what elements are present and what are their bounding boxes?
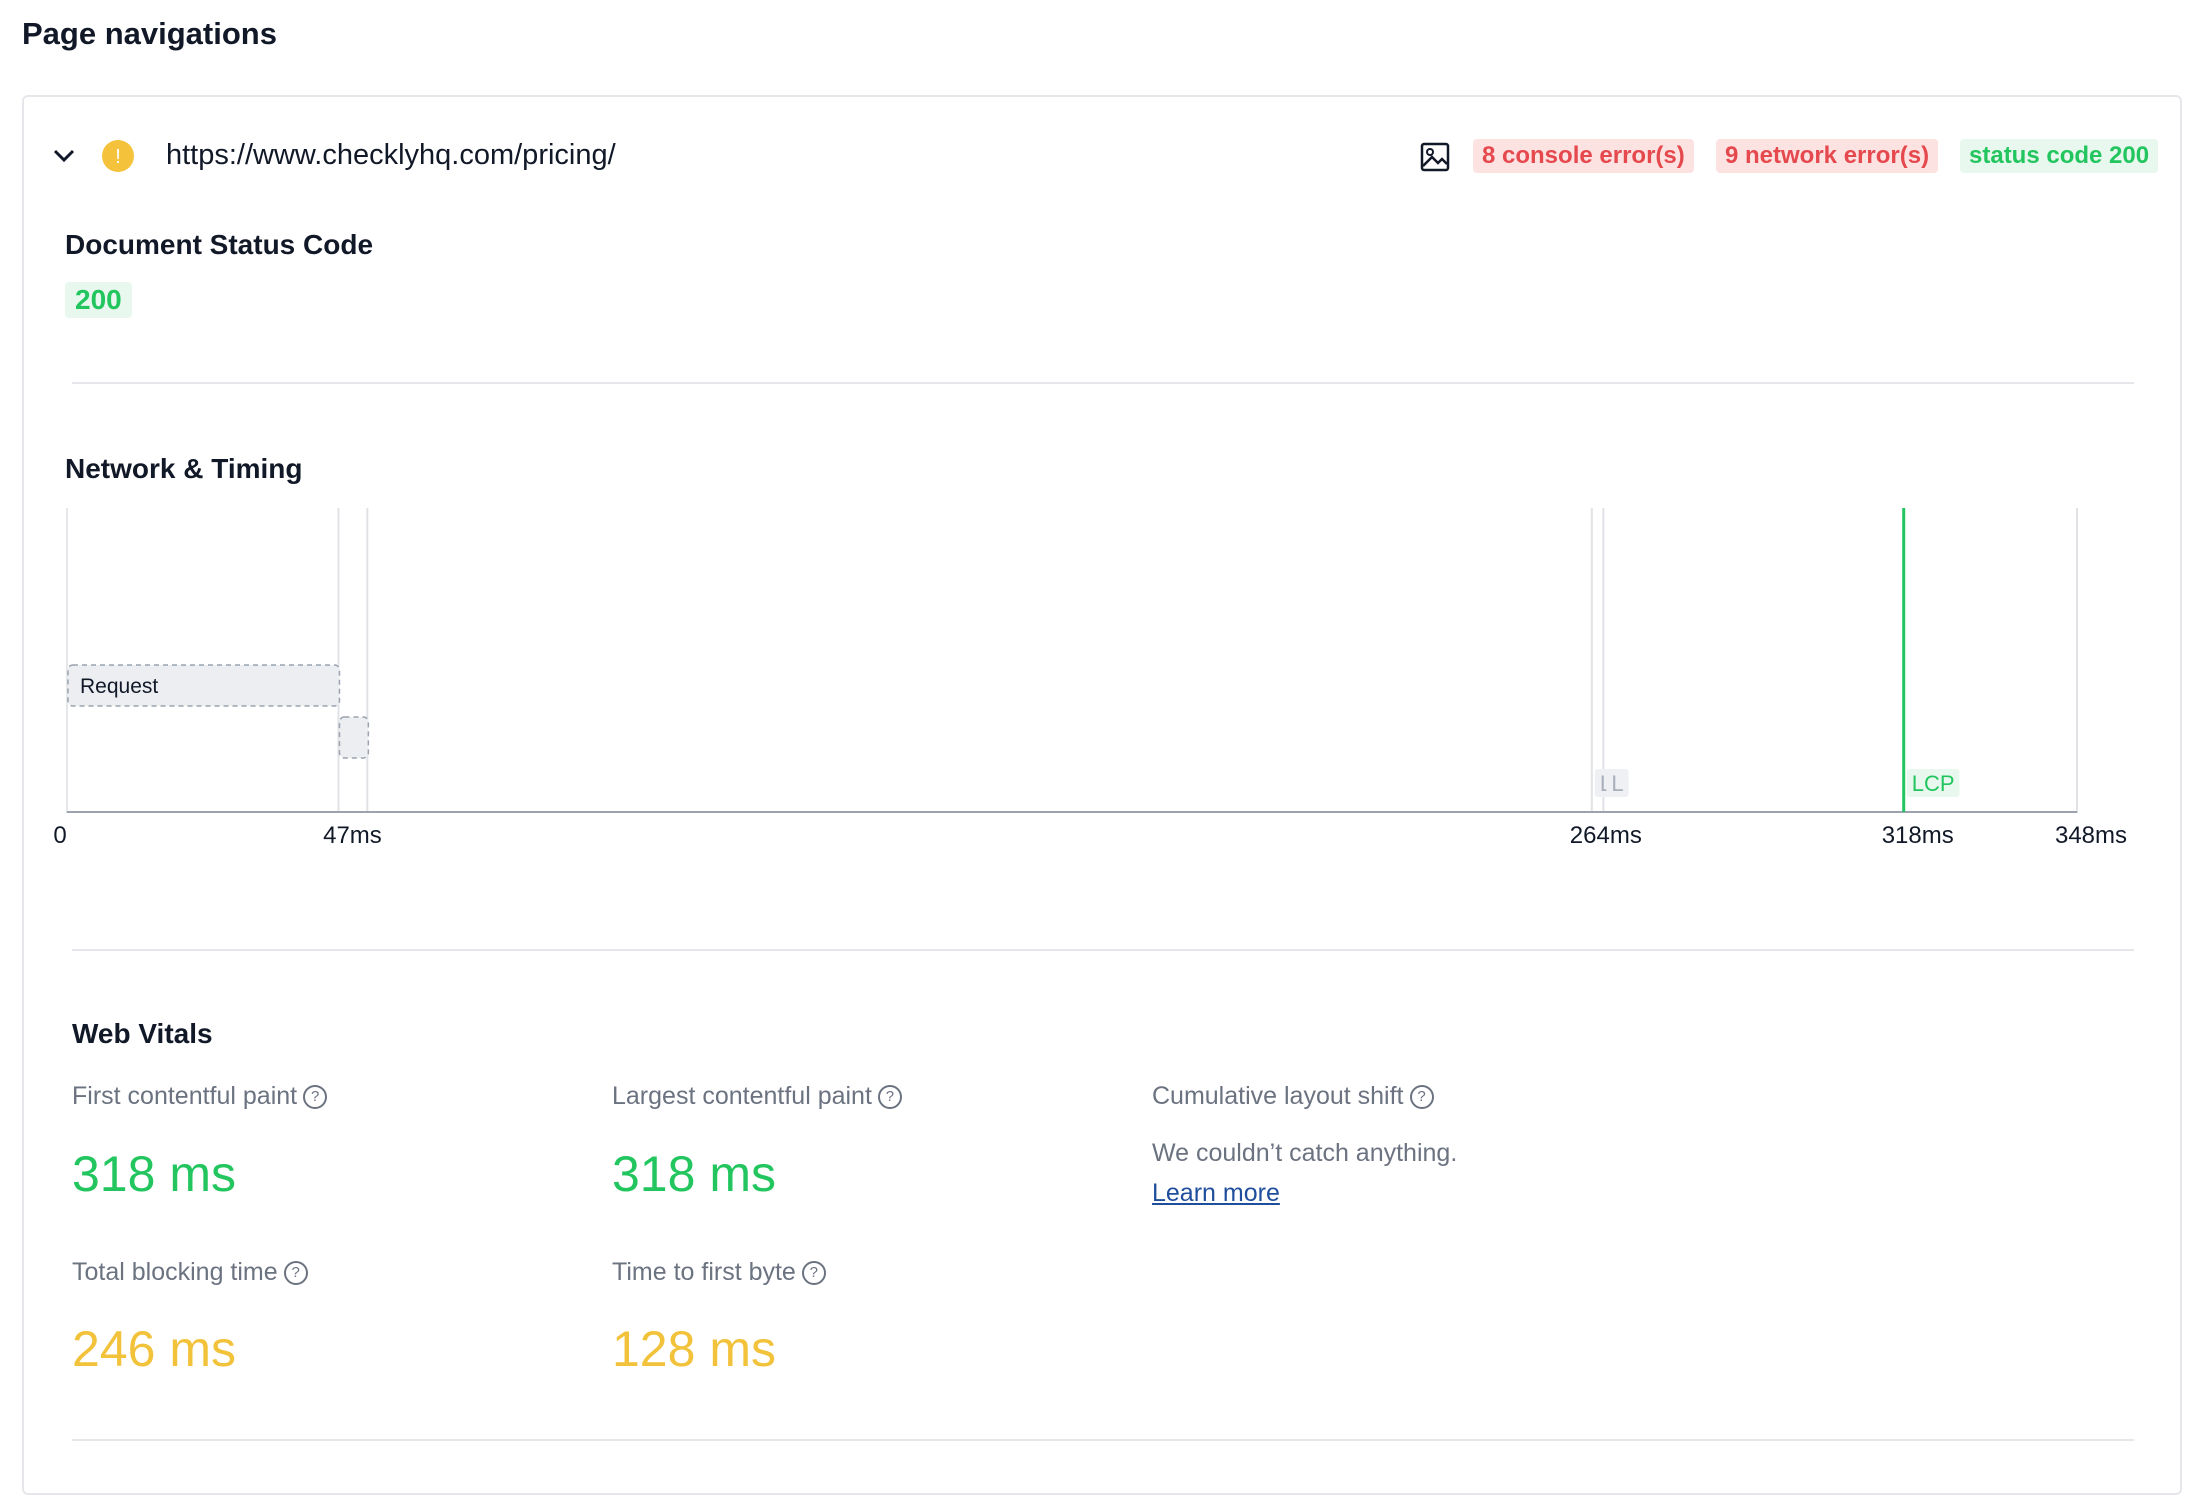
- metric-label-text: Time to first byte: [612, 1258, 796, 1286]
- status-code: 200: [65, 282, 132, 318]
- chevron[interactable]: [50, 142, 78, 170]
- metric-label-text: Total blocking time: [72, 1258, 278, 1286]
- url[interactable]: https://www.checklyhq.com/pricing/: [166, 139, 616, 171]
- help-icon[interactable]: ?: [283, 1261, 308, 1286]
- divider: [72, 949, 2134, 951]
- marker-label: LCP: [1912, 771, 1955, 796]
- metric-value: 128 ms: [612, 1321, 776, 1377]
- cls-message: We couldn’t catch anything.: [1152, 1139, 1458, 1167]
- section-title: Document Status Code: [65, 229, 374, 260]
- section-title: Network & Timing: [65, 453, 303, 484]
- request-label: Request: [80, 675, 158, 698]
- metric-label-text: Cumulative layout shift: [1152, 1082, 1404, 1110]
- page: Page navigations ! https://www.checklyhq…: [22, 16, 2182, 1495]
- svg-text:!: !: [115, 146, 121, 168]
- response-bar: [338, 716, 370, 759]
- metric-label: Cumulative layout shift?: [1152, 1082, 1434, 1111]
- section-title: Web Vitals: [72, 1018, 213, 1049]
- metric-label: Total blocking time?: [72, 1258, 308, 1287]
- help-icon[interactable]: ?: [801, 1261, 826, 1286]
- badge: 9 network error(s): [1716, 139, 1939, 173]
- x-tick-label: 348ms: [2055, 822, 2127, 849]
- metric-label-text: First contentful paint: [72, 1082, 298, 1110]
- page-title: Page navigations: [22, 16, 277, 51]
- x-tick-label: 0: [53, 822, 66, 849]
- metric-label: Time to first byte?: [612, 1258, 826, 1287]
- marker-label-bg: [1606, 769, 1629, 797]
- divider: [72, 382, 2134, 384]
- x-tick-label: 47ms: [323, 822, 382, 849]
- help-icon[interactable]: ?: [303, 1085, 328, 1110]
- metric-value: 246 ms: [72, 1321, 236, 1377]
- badge: 8 console error(s): [1473, 139, 1694, 173]
- help-icon[interactable]: ?: [877, 1085, 902, 1110]
- warning-icon: !: [102, 140, 134, 172]
- marker-label-bg: [1906, 769, 1960, 797]
- metric-label: Largest contentful paint?: [612, 1082, 902, 1111]
- metric-value: 318 ms: [612, 1146, 776, 1202]
- metric-label-text: Largest contentful paint: [612, 1082, 872, 1110]
- metric-value: 318 ms: [72, 1146, 236, 1202]
- metric-label: First contentful paint?: [72, 1082, 328, 1111]
- x-tick-label: 318ms: [1882, 822, 1954, 849]
- marker-label: L: [1611, 771, 1623, 796]
- help-icon[interactable]: ?: [1409, 1085, 1434, 1110]
- screenshot-icon[interactable]: [1419, 141, 1451, 173]
- divider: [72, 1439, 2134, 1441]
- request-bar: [67, 664, 341, 707]
- learn-more-link[interactable]: Learn more: [1152, 1179, 1280, 1207]
- x-tick-label: 264ms: [1570, 822, 1642, 849]
- badge: status code 200: [1960, 139, 2159, 173]
